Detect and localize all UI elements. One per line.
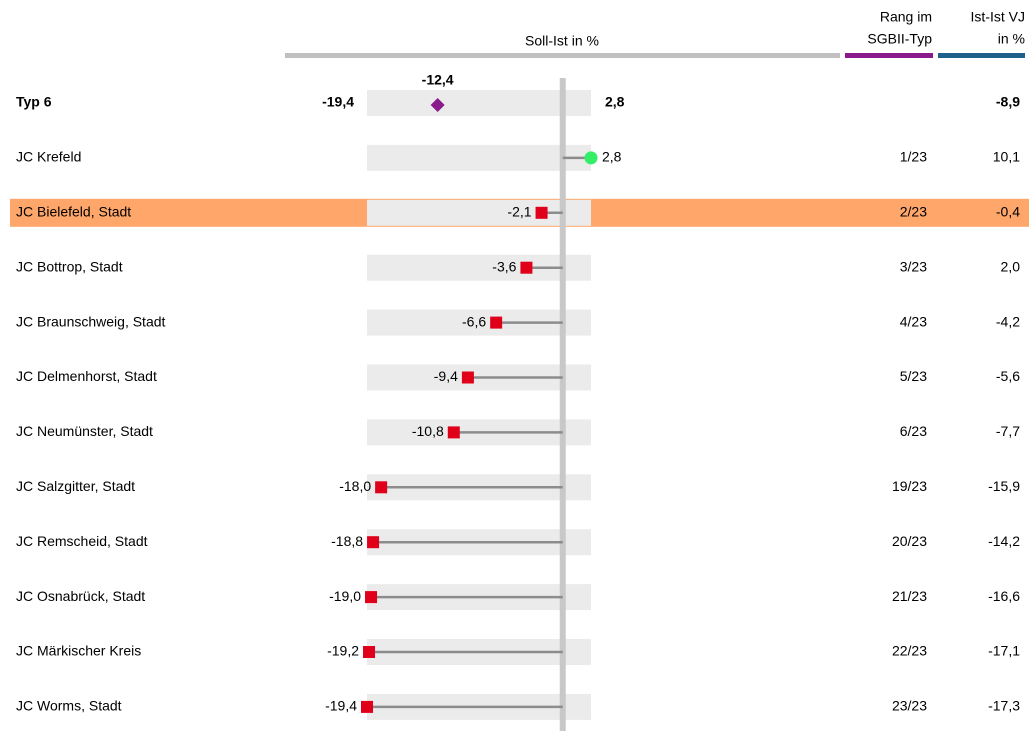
change-label: -0,4	[996, 204, 1020, 220]
change-label: 2,0	[1001, 258, 1021, 274]
change-label: 10,1	[993, 149, 1020, 165]
rank-header: SGBII-Typ	[867, 31, 932, 47]
band	[367, 90, 591, 116]
value-label: -3,6	[492, 258, 516, 274]
rank-label: 4/23	[900, 313, 927, 329]
change-header: Ist-Ist VJ	[971, 9, 1025, 25]
change-label: -14,2	[988, 533, 1020, 549]
row-label: JC Bielefeld, Stadt	[16, 204, 131, 220]
rank-label: 21/23	[892, 588, 927, 604]
rank-label: 22/23	[892, 643, 927, 659]
change-label: -8,9	[996, 94, 1020, 110]
value-label: -18,0	[339, 478, 371, 494]
header-bar	[938, 53, 1025, 58]
marker	[361, 700, 373, 713]
max-label: 2,8	[605, 94, 625, 110]
marker	[520, 261, 533, 274]
min-label: -19,4	[322, 94, 354, 110]
header-bar	[285, 53, 840, 58]
marker	[461, 371, 474, 384]
change-label: -17,3	[988, 698, 1020, 714]
change-label: -7,7	[996, 423, 1020, 439]
mean-marker	[430, 98, 445, 112]
value-label: -2,1	[507, 204, 531, 220]
marker	[363, 646, 376, 658]
value-label: -9,4	[434, 368, 458, 384]
rank-label: 20/23	[892, 533, 927, 549]
rank-label: 19/23	[892, 478, 927, 494]
value-label: -6,6	[462, 313, 486, 329]
marker	[584, 151, 598, 165]
row-label: JC Worms, Stadt	[16, 698, 122, 714]
change-header: in %	[998, 31, 1025, 47]
change-label: -4,2	[996, 313, 1020, 329]
band	[367, 144, 591, 171]
marker	[447, 426, 460, 439]
row-label: JC Osnabrück, Stadt	[16, 588, 145, 604]
marker	[375, 481, 388, 494]
rank-label: 2/23	[900, 204, 927, 220]
change-label: -16,6	[988, 588, 1020, 604]
rank-label: 23/23	[892, 698, 927, 714]
rank-label: 1/23	[900, 149, 927, 165]
change-label: -17,1	[988, 643, 1020, 659]
rank-label: 5/23	[900, 368, 927, 384]
marker	[367, 536, 380, 549]
mean-label: -12,4	[422, 72, 454, 88]
row-label: JC Bottrop, Stadt	[16, 258, 123, 274]
marker	[490, 316, 503, 329]
value-label: -19,2	[327, 643, 359, 659]
row-label: JC Salzgitter, Stadt	[16, 478, 135, 494]
value-label: -19,0	[329, 588, 361, 604]
change-label: -15,9	[988, 478, 1020, 494]
rank-label: 6/23	[900, 423, 927, 439]
row-label: JC Remscheid, Stadt	[16, 533, 148, 549]
marker	[535, 206, 548, 219]
row-label: Typ 6	[16, 94, 52, 110]
marker	[365, 591, 378, 604]
value-label: -10,8	[412, 423, 444, 439]
value-header: Soll-Ist in %	[525, 33, 599, 49]
row-label: JC Delmenhorst, Stadt	[16, 368, 157, 384]
row-label: JC Neumünster, Stadt	[16, 423, 153, 439]
rank-header: Rang im	[880, 9, 932, 25]
rank-label: 3/23	[900, 258, 927, 274]
row-label: JC Krefeld	[16, 149, 81, 165]
value-label: 2,8	[602, 149, 622, 165]
change-label: -5,6	[996, 368, 1020, 384]
value-label: -18,8	[331, 533, 363, 549]
row-label: JC Märkischer Kreis	[16, 643, 141, 659]
header-bar	[845, 53, 933, 58]
row-label: JC Braunschweig, Stadt	[16, 313, 166, 329]
value-label: -19,4	[325, 698, 357, 714]
